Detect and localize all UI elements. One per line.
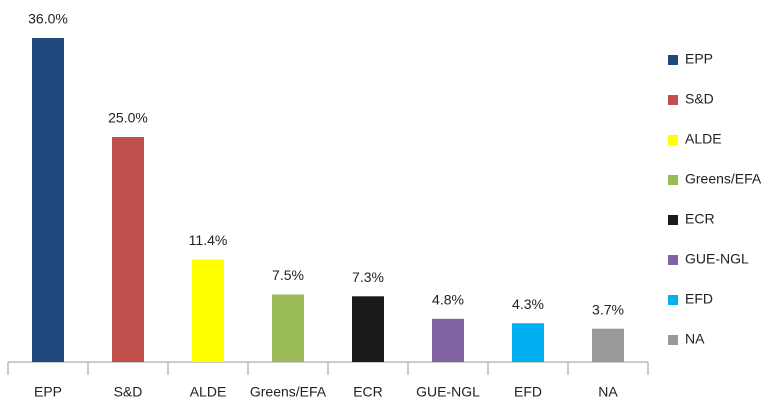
legend-swatch [668, 175, 678, 185]
data-label: 36.0% [28, 11, 68, 27]
x-tick-label: ALDE [190, 384, 227, 400]
bar [512, 323, 544, 362]
legend-label: ECR [685, 211, 715, 227]
x-tick-label: Greens/EFA [250, 384, 327, 400]
data-label: 25.0% [108, 110, 148, 126]
bar [592, 328, 624, 362]
legend-swatch [668, 255, 678, 265]
x-tick-label: GUE-NGL [416, 384, 480, 400]
legend-swatch [668, 55, 678, 65]
data-label: 11.4% [189, 232, 228, 248]
x-tick-label: EFD [514, 384, 542, 400]
x-tick-label: EPP [34, 384, 62, 400]
legend-label: EFD [685, 291, 713, 307]
bar [192, 259, 224, 362]
legend-label: ALDE [685, 131, 722, 147]
legend-swatch [668, 215, 678, 225]
data-label: 7.3% [352, 269, 384, 285]
bar [112, 137, 144, 362]
legend-label: EPP [685, 51, 713, 67]
legend-swatch [668, 95, 678, 105]
data-label: 4.3% [512, 296, 544, 312]
legend-swatch [668, 335, 678, 345]
legend-label: NA [685, 331, 705, 347]
bar [32, 38, 64, 362]
x-tick-label: ECR [353, 384, 383, 400]
data-label: 7.5% [272, 267, 304, 283]
legend-swatch [668, 295, 678, 305]
data-label: 4.8% [432, 292, 464, 308]
legend-swatch [668, 135, 678, 145]
data-label: 3.7% [592, 301, 624, 317]
x-tick-label: NA [598, 384, 618, 400]
legend-label: S&D [685, 91, 714, 107]
legend-label: Greens/EFA [685, 171, 762, 187]
bar [272, 294, 304, 362]
bar [432, 318, 464, 362]
x-tick-label: S&D [114, 384, 143, 400]
bar [352, 296, 384, 362]
legend-label: GUE-NGL [685, 251, 749, 267]
